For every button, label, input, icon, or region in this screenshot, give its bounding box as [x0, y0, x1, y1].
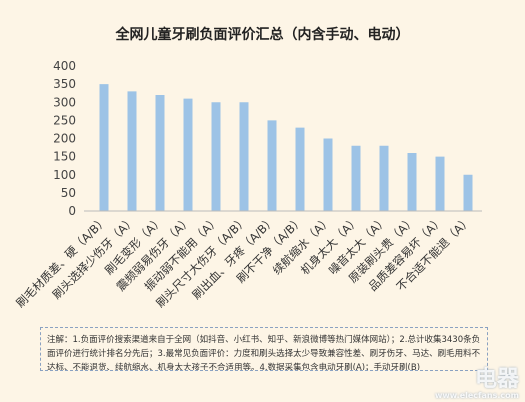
y-tick-label: 100 — [53, 168, 76, 182]
note-text: 注解：1.负面评价搜索渠道来自于全网（如抖音、小红书、知乎、新浪微博等热门媒体网… — [47, 335, 481, 371]
bar — [379, 145, 389, 211]
watermark-main: 电器 — [474, 367, 519, 392]
bar — [351, 145, 361, 211]
bar — [99, 84, 109, 211]
y-tick-label: 150 — [53, 150, 76, 164]
bar — [127, 91, 137, 211]
y-tick-label: 300 — [53, 95, 76, 109]
bar — [435, 156, 445, 211]
bar — [239, 102, 249, 211]
watermark: 电器 www.elecfans.com — [435, 367, 519, 401]
bar — [463, 174, 473, 211]
y-tick-label: 200 — [53, 132, 76, 146]
chart-title: 全网儿童牙刷负面评价汇总（内含手动、电动） — [115, 27, 410, 43]
bars — [99, 84, 473, 211]
y-tick-label: 0 — [68, 204, 76, 218]
note-box: 注解：1.负面评价搜索渠道来自于全网（如抖音、小红书、知乎、新浪微博等热门媒体网… — [40, 327, 488, 371]
y-tick-label: 400 — [53, 59, 76, 73]
y-tick-label: 250 — [53, 113, 76, 127]
bar — [155, 95, 165, 211]
bar — [295, 127, 305, 211]
bar — [407, 153, 417, 211]
bar — [267, 120, 277, 211]
y-tick-label: 350 — [53, 77, 76, 91]
bar — [323, 138, 333, 211]
bar — [211, 102, 221, 211]
y-axis: 0 50 100 150 200 250 300 350 400 — [53, 59, 76, 218]
watermark-url: www.elecfans.com — [435, 391, 519, 400]
bar — [183, 98, 193, 211]
x-axis: 刷毛材质差、硬（A/B）刷头选择少伤牙（A）刷毛变形（A）震频弱易伤牙（A）振动… — [13, 213, 474, 310]
y-tick-label: 50 — [61, 186, 76, 200]
